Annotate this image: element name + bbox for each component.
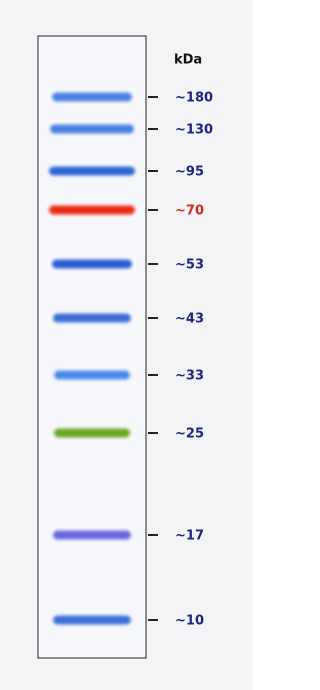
band-label: ~25 bbox=[175, 427, 204, 442]
band-label: ~17 bbox=[175, 529, 204, 544]
band bbox=[49, 167, 135, 176]
band-label: ~10 bbox=[175, 614, 204, 629]
band bbox=[53, 531, 131, 540]
band bbox=[54, 429, 130, 438]
band-label: ~43 bbox=[175, 312, 204, 327]
band-label: ~53 bbox=[175, 258, 204, 273]
band bbox=[54, 371, 130, 380]
band bbox=[49, 206, 135, 215]
band-label: ~95 bbox=[175, 165, 204, 180]
ladder-figure: kDa ~180 ~130 ~95 ~70 ~53 ~43 ~33 ~25 ~17 ~10 bbox=[0, 0, 253, 690]
band-label: ~130 bbox=[175, 123, 213, 138]
band bbox=[53, 616, 131, 625]
band-label: ~33 bbox=[175, 369, 204, 384]
band bbox=[50, 125, 134, 134]
band bbox=[52, 260, 132, 269]
band bbox=[52, 93, 132, 102]
band bbox=[53, 314, 131, 323]
band-label: ~180 bbox=[175, 91, 213, 106]
unit-label: kDa bbox=[174, 53, 202, 68]
band-label: ~70 bbox=[175, 204, 204, 219]
